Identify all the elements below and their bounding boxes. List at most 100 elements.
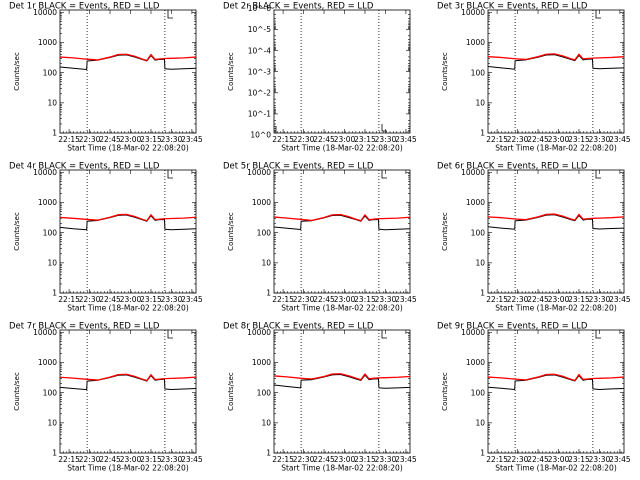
x-tick-label: 22:45 bbox=[527, 295, 549, 304]
x-tick-label: 22:45 bbox=[313, 135, 335, 144]
x-tick-label: 23:45 bbox=[181, 455, 203, 464]
y-tick-label: 1 bbox=[266, 289, 271, 298]
y-tick-label: 10000 bbox=[33, 8, 57, 17]
x-tick-label: 23:15 bbox=[568, 135, 590, 144]
x-tick-label: 23:45 bbox=[181, 135, 203, 144]
y-tick-label: 10 bbox=[261, 259, 271, 268]
bracket-marker bbox=[381, 170, 387, 179]
series-lld-line bbox=[274, 213, 411, 222]
x-tick-label: 22:45 bbox=[99, 295, 121, 304]
x-tick-label: 23:30 bbox=[375, 455, 397, 464]
x-tick-label: 23:00 bbox=[548, 295, 570, 304]
x-tick-label: 23:15 bbox=[354, 135, 376, 144]
y-tick-label: 10^-3 bbox=[248, 67, 272, 76]
y-tick-label: 10000 bbox=[461, 328, 485, 337]
series-lld-line bbox=[60, 213, 197, 222]
y-axis-label: Counts/sec bbox=[13, 212, 21, 251]
x-tick-label: 22:45 bbox=[99, 135, 121, 144]
series-lld-line bbox=[488, 213, 625, 221]
x-tick-label: 22:15 bbox=[58, 455, 80, 464]
y-tick-label: 1 bbox=[52, 129, 57, 138]
y-tick-label: 10^-1 bbox=[248, 110, 272, 119]
x-tick-label: 23:15 bbox=[354, 295, 376, 304]
x-tick-label: 23:00 bbox=[334, 295, 356, 304]
series-events-line bbox=[274, 374, 411, 389]
x-tick-label: 22:45 bbox=[313, 295, 335, 304]
y-tick-label: 1 bbox=[52, 289, 57, 298]
x-tick-label: 22:15 bbox=[58, 295, 80, 304]
x-tick-label: 23:15 bbox=[354, 455, 376, 464]
panel-title: Det 7r BLACK = Events, RED = LLD bbox=[9, 322, 160, 332]
x-tick-label: 23:30 bbox=[589, 295, 611, 304]
x-tick-label: 22:30 bbox=[507, 455, 529, 464]
x-tick-label: 23:00 bbox=[548, 135, 570, 144]
y-axis-label: Counts/sec bbox=[13, 372, 21, 411]
x-tick-label: 23:30 bbox=[589, 135, 611, 144]
y-tick-label: 100 bbox=[471, 228, 486, 237]
y-tick-label: 1 bbox=[480, 449, 485, 458]
x-tick-label: 23:30 bbox=[375, 295, 397, 304]
panel-title: Det 9r BLACK = Events, RED = LLD bbox=[437, 322, 588, 332]
x-tick-label: 23:15 bbox=[140, 295, 162, 304]
panel-title: Det 5r BLACK = Events, RED = LLD bbox=[223, 162, 374, 172]
x-tick-label: 23:45 bbox=[609, 295, 631, 304]
y-tick-label: 10 bbox=[475, 99, 485, 108]
x-tick-label: 23:30 bbox=[161, 455, 183, 464]
x-axis-label: Start Time (18-Mar-02 22:08:20) bbox=[495, 464, 617, 473]
x-tick-label: 22:30 bbox=[79, 455, 101, 464]
y-axis-label: Counts/sec bbox=[441, 52, 449, 91]
series-events-line bbox=[488, 54, 625, 70]
y-axis-label: Counts/sec bbox=[441, 212, 449, 251]
y-tick-label: 10 bbox=[475, 259, 485, 268]
y-tick-label: 10 bbox=[47, 419, 57, 428]
y-tick-label: 10^-6 bbox=[248, 4, 272, 13]
x-tick-label: 22:15 bbox=[486, 455, 508, 464]
series-lld-line bbox=[488, 53, 625, 61]
x-tick-label: 23:30 bbox=[589, 455, 611, 464]
x-tick-label: 23:15 bbox=[568, 295, 590, 304]
x-tick-label: 22:30 bbox=[79, 295, 101, 304]
x-tick-label: 23:00 bbox=[334, 135, 356, 144]
y-tick-label: 10 bbox=[47, 259, 57, 268]
x-axis-label: Start Time (18-Mar-02 22:08:20) bbox=[495, 304, 617, 313]
bracket-marker bbox=[595, 170, 601, 179]
y-tick-label: 1 bbox=[480, 129, 485, 138]
series-events-line bbox=[488, 374, 625, 390]
y-tick-label: 1000 bbox=[466, 198, 485, 207]
y-tick-label: 1000 bbox=[252, 198, 271, 207]
y-tick-label: 10 bbox=[475, 419, 485, 428]
x-tick-label: 22:15 bbox=[486, 135, 508, 144]
series-lld-line bbox=[274, 373, 411, 381]
x-tick-label: 22:45 bbox=[527, 455, 549, 464]
x-tick-label: 23:45 bbox=[395, 455, 417, 464]
x-tick-label: 22:45 bbox=[313, 455, 335, 464]
y-tick-label: 100 bbox=[471, 388, 486, 397]
y-tick-label: 1000 bbox=[466, 358, 485, 367]
x-axis-label: Start Time (18-Mar-02 22:08:20) bbox=[67, 464, 189, 473]
y-axis-label: Counts/sec bbox=[441, 372, 449, 411]
y-axis-label: Counts/sec bbox=[227, 52, 235, 91]
panel-title: Det 1r BLACK = Events, RED = LLD bbox=[9, 2, 160, 12]
y-axis-label: Counts/sec bbox=[227, 372, 235, 411]
y-tick-label: 100 bbox=[257, 228, 272, 237]
y-tick-label: 1000 bbox=[38, 358, 57, 367]
panel-title: Det 3r BLACK = Events, RED = LLD bbox=[437, 2, 588, 12]
series-lld-line bbox=[60, 53, 197, 62]
panel-title: Det 8r BLACK = Events, RED = LLD bbox=[223, 322, 374, 332]
x-tick-label: 22:15 bbox=[272, 295, 294, 304]
y-tick-label: 1000 bbox=[38, 198, 57, 207]
y-tick-label: 10 bbox=[261, 419, 271, 428]
y-tick-label: 10 bbox=[47, 99, 57, 108]
bracket-marker bbox=[381, 124, 387, 132]
x-tick-label: 22:45 bbox=[99, 455, 121, 464]
x-tick-label: 23:30 bbox=[161, 135, 183, 144]
x-tick-label: 23:45 bbox=[395, 295, 417, 304]
x-tick-label: 23:30 bbox=[375, 135, 397, 144]
bracket-marker bbox=[595, 10, 601, 19]
